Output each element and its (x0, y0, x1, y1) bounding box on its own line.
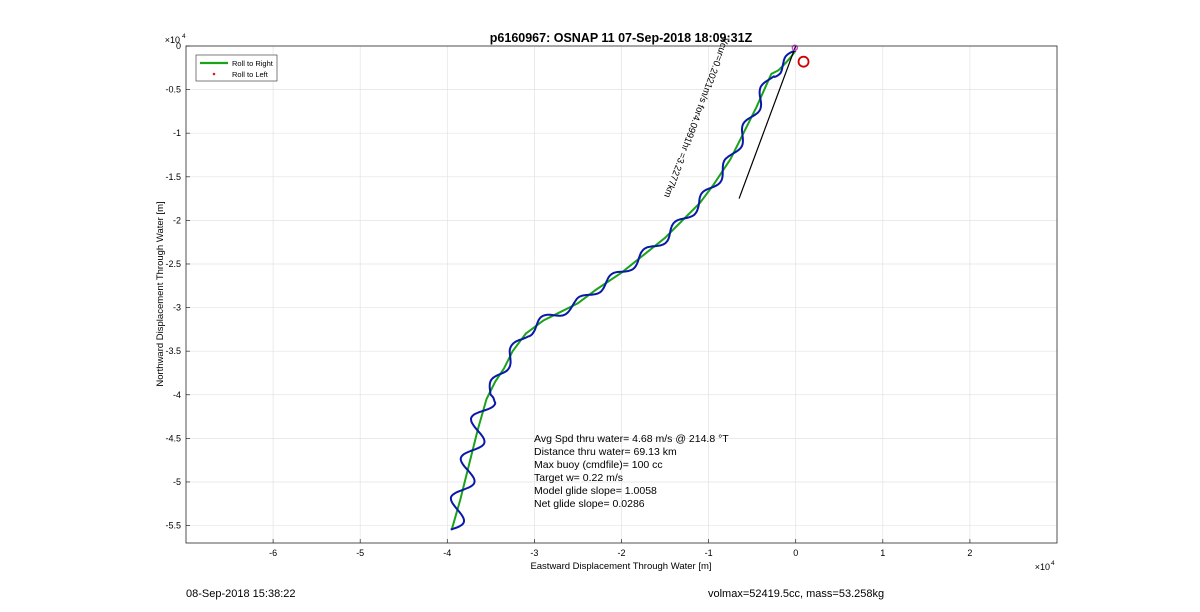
legend-box (195, 54, 278, 82)
y-axis-label: Northward Displacement Through Water [m] (155, 201, 166, 386)
legend: Roll to Right Roll to Left (195, 54, 278, 82)
stat-max-buoy: Max buoy (cmdfile)= 100 cc (534, 459, 663, 471)
chart-title: p6160967: OSNAP 11 07-Sep-2018 18:09:31Z (490, 31, 753, 45)
x-tick-label: 2 (967, 548, 972, 558)
x-tick-label: -5 (356, 548, 364, 558)
y-axis-multiplier: ×10 4 (165, 33, 186, 45)
x-tick-label: -6 (269, 548, 277, 558)
current-line (738, 45, 797, 199)
x-tick-label: 1 (880, 548, 885, 558)
start-marker (791, 44, 799, 51)
x-tick-label: 0 (793, 548, 798, 558)
y-tick-label: -2 (173, 215, 181, 225)
legend-label-roll-left: Roll to Left (232, 70, 269, 79)
svg-text:×10: ×10 (165, 35, 180, 45)
y-tick-label: -3 (173, 303, 181, 313)
y-tick-label: -4.5 (165, 433, 181, 443)
target-circle (797, 55, 810, 68)
y-tick-label: -1 (173, 128, 181, 138)
y-tick-label: -4 (173, 390, 181, 400)
y-tick-label: -1.5 (165, 172, 181, 182)
x-axis-multiplier: ×10 4 (1035, 560, 1055, 572)
svg-text:4: 4 (1051, 560, 1055, 567)
x-tick-label: -2 (617, 548, 625, 558)
y-tick-label: 0 (176, 41, 181, 51)
stat-target-w: Target w= 0.22 m/s (534, 472, 623, 484)
stat-distance: Distance thru water= 69.13 km (534, 446, 677, 458)
stat-avg-speed: Avg Spd thru water= 4.68 m/s @ 214.8 °T (534, 433, 729, 445)
y-tick-label: -2.5 (165, 259, 181, 269)
y-tick-label: -3.5 (165, 346, 181, 356)
legend-marker-roll-left (212, 72, 216, 76)
footer-timestamp: 08-Sep-2018 15:38:22 (186, 588, 296, 600)
stat-model-glide: Model glide slope= 1.0058 (534, 485, 657, 497)
y-tick-label: -5 (173, 477, 181, 487)
x-tick-label: -4 (443, 548, 451, 558)
svg-text:×10: ×10 (1035, 562, 1050, 572)
svg-text:4: 4 (182, 33, 186, 40)
x-tick-label: -3 (530, 548, 538, 558)
y-tick-label: -0.5 (165, 85, 181, 95)
x-axis-label: Eastward Displacement Through Water [m] (530, 561, 711, 572)
legend-label-roll-right: Roll to Right (232, 59, 274, 68)
tick-labels: -6 -5 -4 -3 -2 -1 0 1 2 0 -0.5 -1 -1.5 -2 -2.5 -3 -3.5 -4… (165, 41, 972, 558)
stats-block: Avg Spd thru water= 4.68 m/s @ 214.8 °T … (534, 433, 729, 510)
x-tick-label: -1 (705, 548, 713, 558)
glider-track-line (449, 49, 797, 531)
footer-vol-mass: volmax=52419.5cc, mass=53.258kg (708, 588, 885, 600)
stat-net-glide: Net glide slope= 0.0286 (534, 498, 645, 510)
y-tick-label: -5.5 (165, 521, 181, 531)
